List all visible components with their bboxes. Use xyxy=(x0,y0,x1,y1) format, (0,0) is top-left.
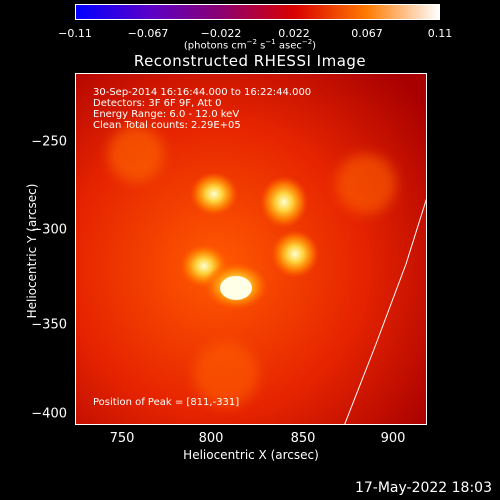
y-tick-label: −300 xyxy=(31,222,67,238)
x-tick-label: 850 xyxy=(290,431,316,446)
y-tick-label: −350 xyxy=(31,317,67,333)
clean-counts-text: Clean Total counts: 2.29E+05 xyxy=(93,120,241,131)
colorbar xyxy=(75,4,440,20)
solar-limb-line xyxy=(344,198,426,424)
colorbar-tick-label: 0.022 xyxy=(278,27,310,40)
x-tick-label: 900 xyxy=(380,431,406,446)
x-tick-label: 750 xyxy=(109,431,135,446)
colorbar-tick-label: −0.11 xyxy=(58,27,92,40)
colorbar-tick-label: −0.067 xyxy=(127,27,169,40)
y-axis-title: Heliocentric Y (arcsec) xyxy=(25,183,39,319)
energy-range-text: Energy Range: 6.0 - 12.0 keV xyxy=(93,109,240,120)
colorbar-tick-label: −0.022 xyxy=(200,27,242,40)
x-axis-title: Heliocentric X (arcsec) xyxy=(183,448,319,462)
colorbar-tick-label: 0.11 xyxy=(427,27,453,40)
image-title: Reconstructed RHESSI Image xyxy=(133,52,367,70)
y-tick-label: −400 xyxy=(31,406,67,422)
peak-position-text: Position of Peak = [811,-331] xyxy=(93,397,240,408)
image-canvas xyxy=(76,74,426,424)
y-tick-label: −250 xyxy=(31,134,67,150)
detectors-text: Detectors: 3F 6F 9F, Att 0 xyxy=(93,98,222,109)
colorbar-tick-label: 0.067 xyxy=(351,27,383,40)
solar-image: 30-Sep-2014 16:16:44.000 to 16:22:44.000… xyxy=(75,73,427,425)
colorbar-units: (photons cm−2 s−1 asec−2) xyxy=(183,38,317,52)
x-tick-label: 800 xyxy=(198,431,224,446)
time-range-text: 30-Sep-2014 16:16:44.000 to 16:22:44.000 xyxy=(93,87,312,98)
emission-sources xyxy=(180,172,319,310)
timestamp: 17-May-2022 18:03 xyxy=(354,480,492,496)
